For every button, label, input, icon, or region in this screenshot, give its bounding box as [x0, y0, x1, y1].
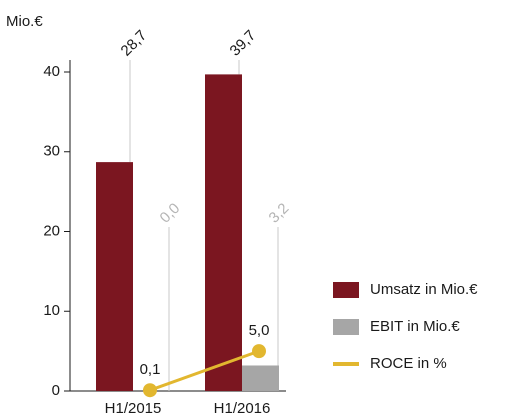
value-label: 3,2 [266, 200, 293, 227]
x-tick-label: H1/2016 [214, 400, 271, 417]
y-tick-label: 10 [43, 302, 60, 319]
value-label: 0,1 [140, 361, 161, 378]
value-label: 39,7 [227, 27, 260, 60]
legend-label: ROCE in % [370, 355, 447, 372]
line-point [252, 344, 266, 359]
legend-label: Umsatz in Mio.€ [370, 281, 478, 298]
value-label: 28,7 [118, 27, 151, 60]
y-tick-label: 40 [43, 63, 60, 80]
legend-swatch [333, 362, 359, 366]
value-label: 5,0 [249, 322, 270, 339]
y-tick-label: 20 [43, 222, 60, 239]
line [149, 349, 260, 392]
y-tick-label: 0 [52, 382, 60, 399]
bar [96, 162, 133, 391]
legend-label: EBIT in Mio.€ [370, 318, 460, 335]
legend-swatch [333, 319, 359, 335]
y-tick-label: 30 [43, 143, 60, 160]
y-axis-label: Mio.€ [6, 13, 43, 30]
bar [242, 365, 279, 391]
line-point [143, 383, 157, 398]
x-tick-label: H1/2015 [105, 400, 162, 417]
bar [205, 74, 242, 391]
value-label: 0,0 [157, 200, 184, 227]
legend-swatch [333, 282, 359, 298]
